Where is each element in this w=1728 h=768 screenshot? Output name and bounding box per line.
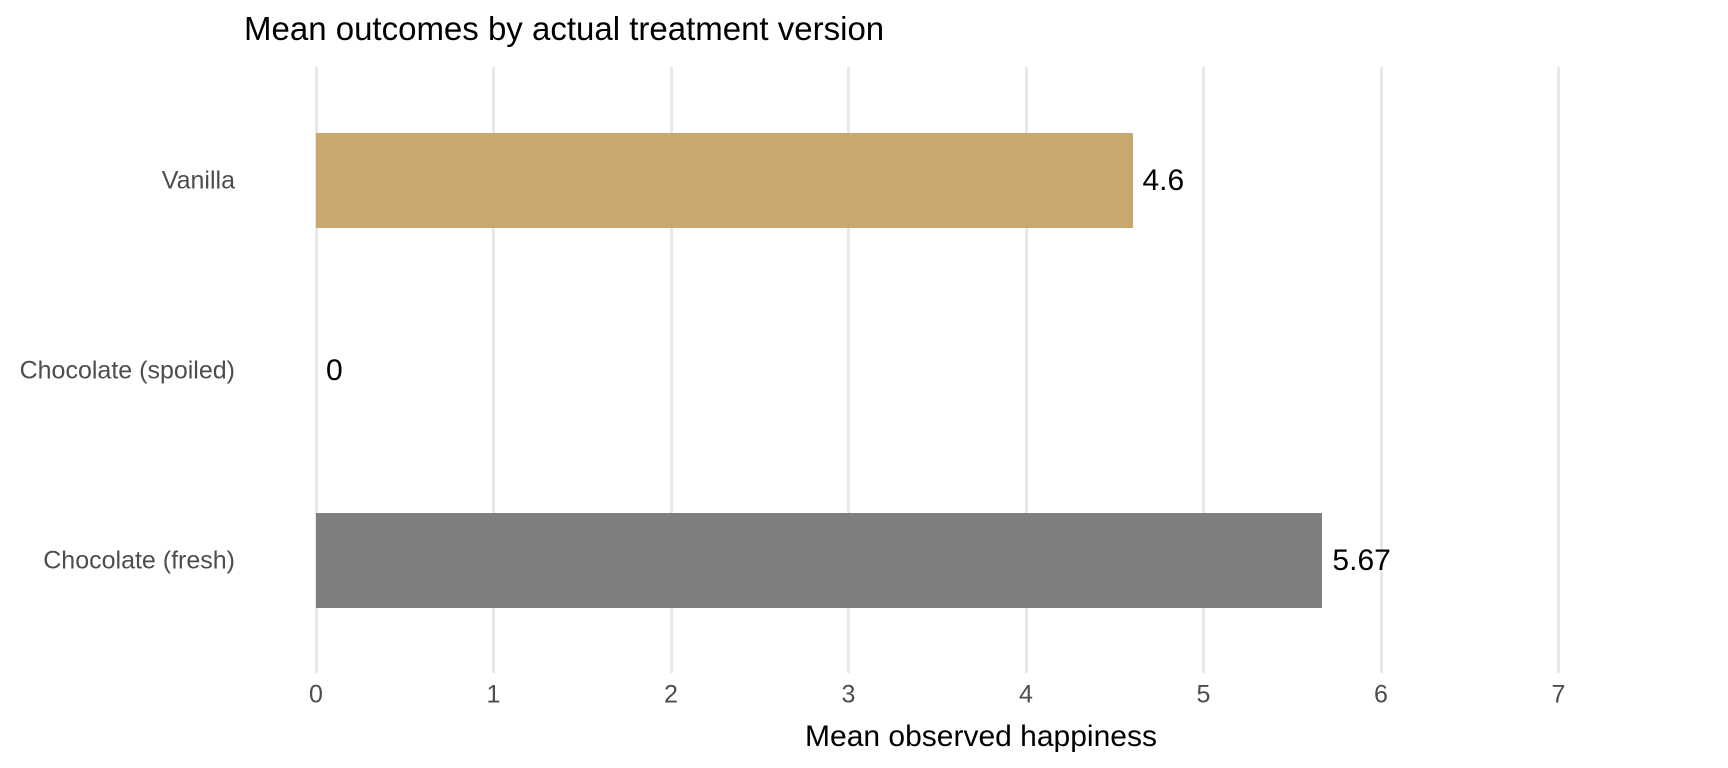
gridline-x-6 <box>1379 67 1383 673</box>
y-category-label: Vanilla <box>161 166 235 194</box>
x-tick-label-0: 0 <box>309 680 323 709</box>
y-category-label: Chocolate (fresh) <box>43 546 235 574</box>
gridline-x-0 <box>314 67 318 673</box>
bar-value-label: 5.67 <box>1332 543 1391 577</box>
y-category-label: Chocolate (spoiled) <box>19 356 235 384</box>
x-tick-label-7: 7 <box>1551 680 1566 709</box>
x-tick-label-3: 3 <box>841 680 856 709</box>
gridline-x-3 <box>847 67 850 673</box>
gridline-x-4 <box>1024 67 1028 673</box>
gridline-x-2 <box>669 67 673 673</box>
x-axis-title: Mean observed happiness <box>805 720 1157 753</box>
bar-value-label: 4.6 <box>1142 163 1185 197</box>
x-tick-label-4: 4 <box>1019 680 1033 709</box>
chart-title: Mean outcomes by actual treatment versio… <box>244 10 885 47</box>
gridline-x-5 <box>1202 67 1205 673</box>
gridline-x-1 <box>492 67 495 673</box>
x-tick-label-2: 2 <box>664 680 678 709</box>
x-tick-label-5: 5 <box>1196 680 1211 709</box>
gridline-x-7 <box>1557 67 1560 673</box>
bar-chocolate-fresh <box>316 513 1323 608</box>
bar-vanilla <box>316 133 1133 228</box>
bar-value-label: 0 <box>326 353 343 387</box>
x-tick-label-6: 6 <box>1374 680 1388 709</box>
x-tick-label-1: 1 <box>486 680 501 709</box>
